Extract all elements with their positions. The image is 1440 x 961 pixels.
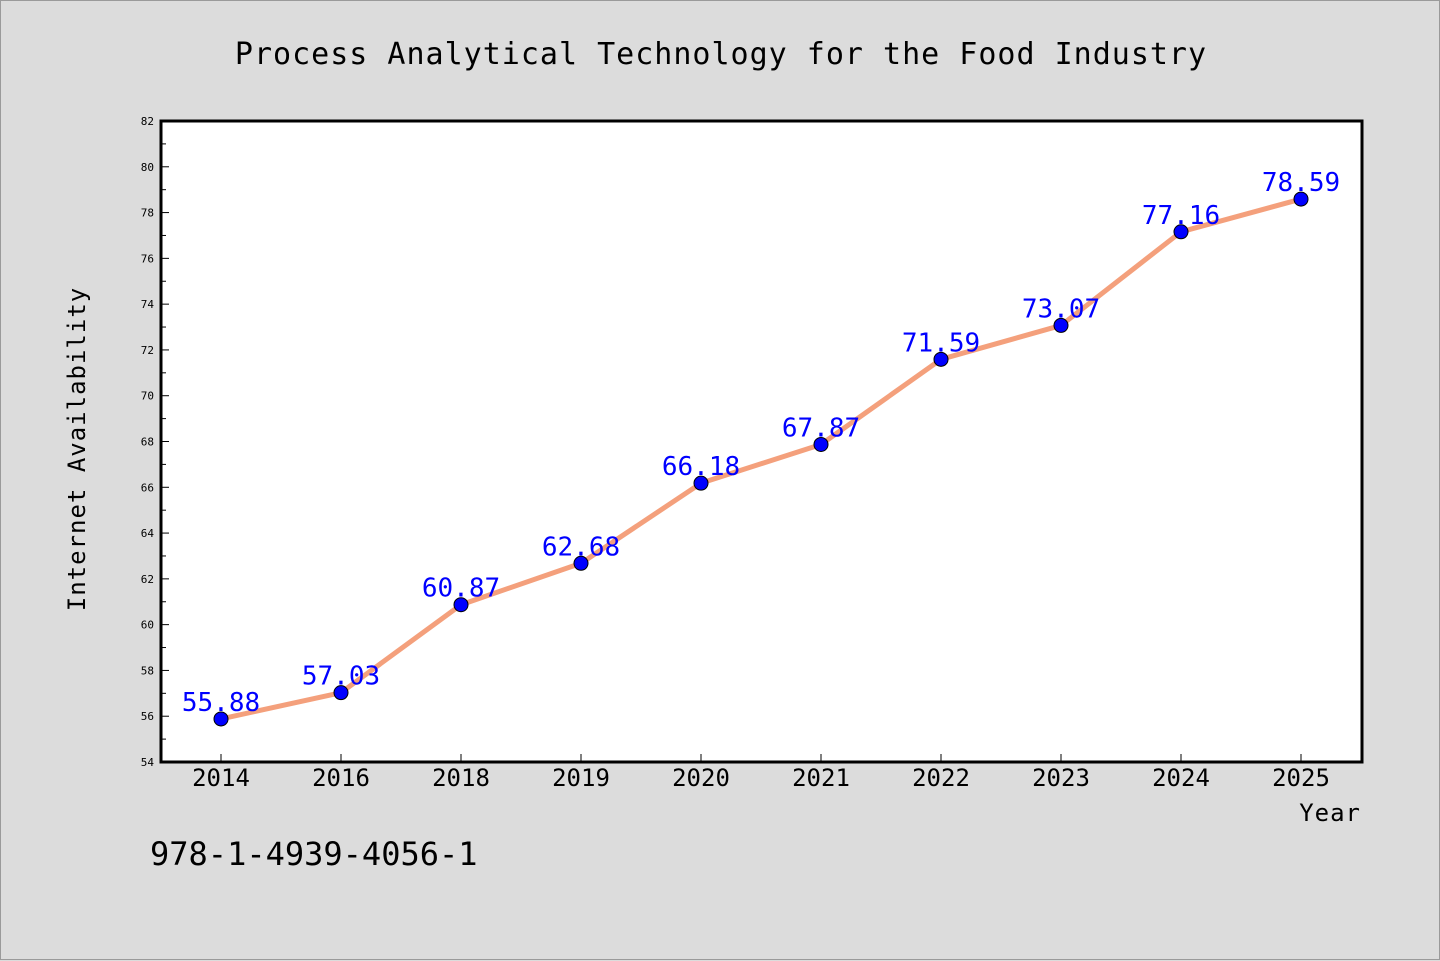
data-point [213,711,229,727]
y-tick-label: 78 [141,207,154,220]
data-label: 77.16 [1142,201,1220,231]
data-point [453,597,469,613]
plot-border [159,119,1364,764]
data-point [1173,224,1189,240]
x-tick-label: 2018 [432,764,490,792]
data-point [573,555,589,571]
y-tick-label: 80 [141,161,154,174]
isbn-text: 978-1-4939-4056-1 [150,835,478,873]
y-tick-label: 82 [141,115,154,128]
data-point [1053,317,1069,333]
y-axis-title: Internet Availability [63,287,91,611]
y-tick-label: 60 [141,619,154,632]
data-label: 66.18 [662,452,740,482]
data-label: 62.68 [542,532,620,562]
x-tick-label: 2016 [312,764,370,792]
y-tick-label: 58 [141,664,154,677]
data-point [813,436,829,452]
y-tick-label: 70 [141,390,154,403]
y-tick-label: 66 [141,481,154,494]
chart-title: Process Analytical Technology for the Fo… [235,37,1207,72]
x-tick-label: 2021 [792,764,850,792]
y-tick-label: 68 [141,436,154,449]
x-axis: 2014 2016 2018 2019 2020 2021 2022 2023 2024 2025 [192,754,1330,792]
series-line [218,196,1304,722]
data-label: 67.87 [782,413,860,443]
x-axis-title: Year [1299,799,1361,827]
y-tick-label: 56 [141,710,154,723]
data-label: 57.03 [302,662,380,692]
data-point [333,685,349,701]
x-tick-label: 2020 [672,764,730,792]
y-tick-label: 62 [141,573,154,586]
x-tick-label: 2023 [1032,764,1090,792]
y-tick-label: 72 [141,344,154,357]
y-tick-label: 74 [141,298,155,311]
data-label: 78.59 [1262,168,1340,198]
x-tick-label: 2025 [1272,764,1330,792]
x-tick-label: 2014 [192,764,250,792]
data-point [693,475,709,491]
y-tick-label: 76 [141,252,154,265]
y-tick-label: 64 [141,527,155,540]
x-tick-label: 2019 [552,764,610,792]
y-axis: 54 56 58 60 62 64 66 68 70 72 74 76 78 80 82 [141,115,169,769]
y-tick-label: 54 [141,756,155,769]
plot-area [161,121,1362,762]
data-point [1293,191,1309,207]
data-markers [213,191,1309,727]
x-tick-label: 2024 [1152,764,1210,792]
data-label: 73.07 [1022,294,1100,324]
data-labels: 55.88 57.03 60.87 62.68 66.18 67.87 71.59 73.07… [182,168,1340,718]
data-label: 60.87 [422,574,500,604]
x-tick-label: 2022 [912,764,970,792]
data-label: 71.59 [902,328,980,358]
data-point [933,351,949,367]
data-label: 55.88 [182,688,260,718]
